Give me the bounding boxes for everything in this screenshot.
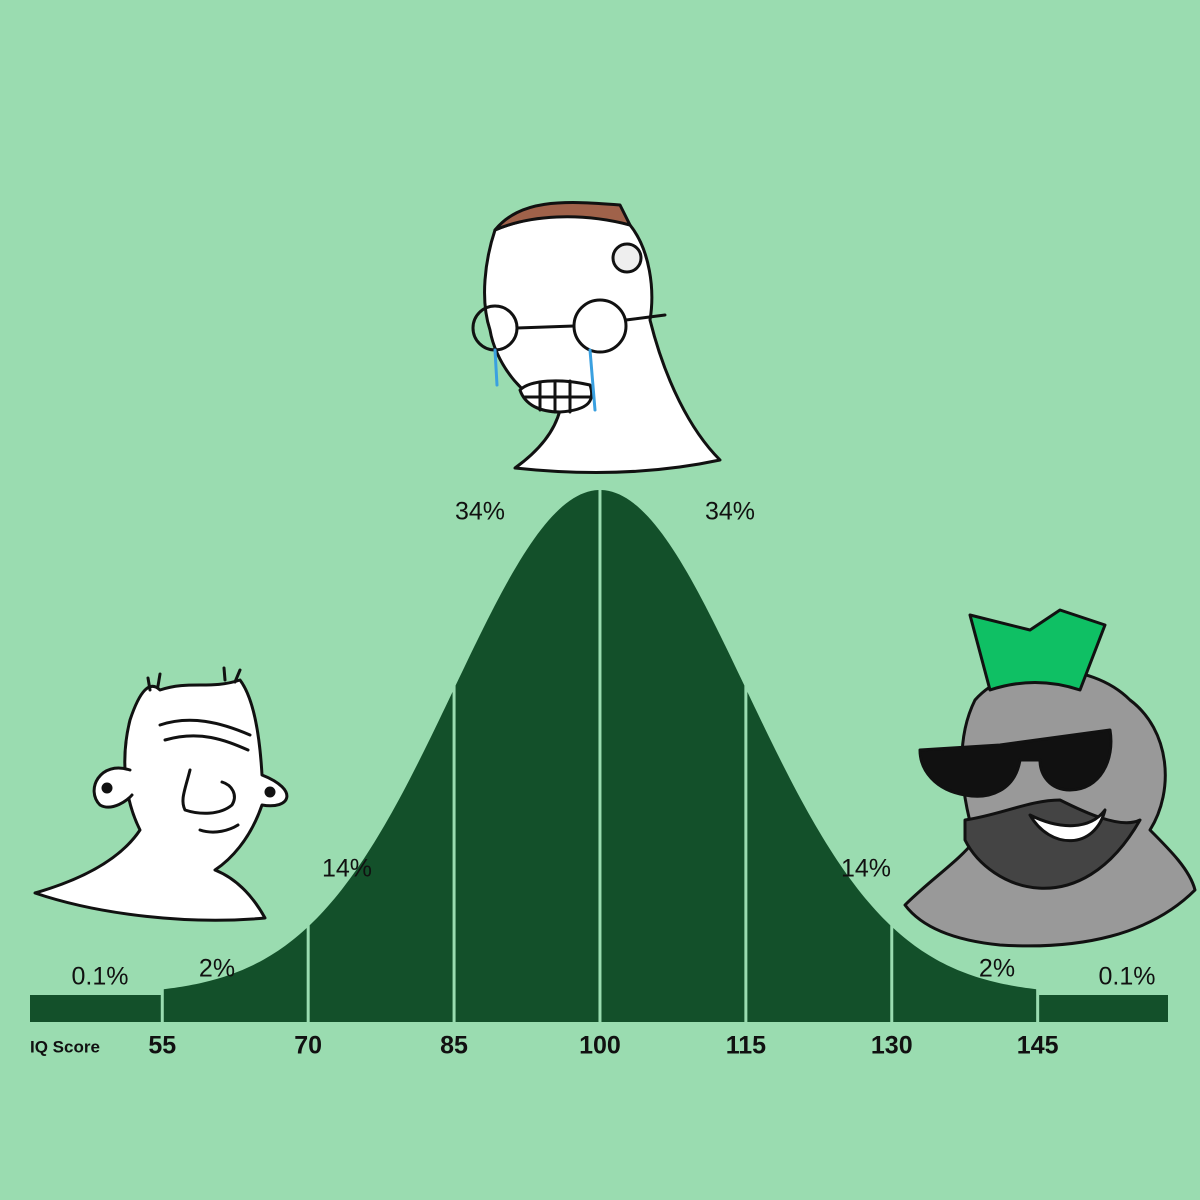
x-tick-label: 115 bbox=[726, 1032, 766, 1060]
value-label: 0.1% bbox=[1099, 963, 1156, 991]
bell-segment bbox=[30, 995, 161, 1022]
bell-segment bbox=[601, 490, 745, 1022]
x-tick-label: 55 bbox=[148, 1032, 176, 1060]
value-label: 34% bbox=[705, 498, 755, 526]
bell-segment bbox=[455, 490, 599, 1022]
x-tick-label: 70 bbox=[294, 1032, 322, 1060]
bell-segment bbox=[1039, 995, 1168, 1022]
x-tick-label: 145 bbox=[1017, 1032, 1059, 1060]
value-label: 0.1% bbox=[72, 963, 129, 991]
left-face bbox=[33, 666, 289, 922]
x-tick-label: 85 bbox=[440, 1032, 468, 1060]
value-label: 14% bbox=[322, 855, 372, 883]
middle-face bbox=[471, 201, 722, 475]
value-label: 34% bbox=[455, 498, 505, 526]
bell-segment bbox=[893, 928, 1037, 1022]
x-tick-label: 100 bbox=[579, 1032, 621, 1060]
value-label: 2% bbox=[979, 955, 1015, 983]
value-label: 14% bbox=[841, 855, 891, 883]
x-axis-label: IQ Score bbox=[30, 1037, 100, 1056]
right-face bbox=[903, 608, 1197, 948]
value-label: 2% bbox=[199, 955, 235, 983]
x-tick-label: 130 bbox=[871, 1032, 913, 1060]
bell-segment bbox=[309, 691, 453, 1022]
bell-segment bbox=[747, 691, 891, 1022]
bell-segment bbox=[163, 928, 307, 1022]
